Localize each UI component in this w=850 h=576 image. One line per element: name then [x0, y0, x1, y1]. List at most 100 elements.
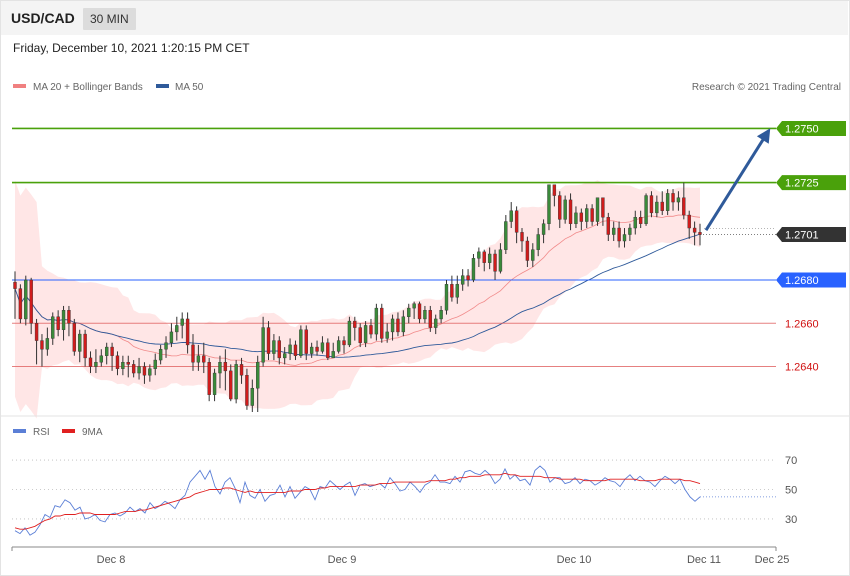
candle-body — [638, 217, 643, 224]
ma50-legend-swatch — [156, 84, 169, 88]
candle — [234, 360, 238, 404]
candle — [272, 334, 276, 361]
chart-datetime: Friday, December 10, 2021 1:20:15 PM CET — [13, 41, 250, 55]
candle — [256, 355, 260, 412]
candle — [196, 344, 201, 371]
candle-body — [633, 217, 637, 229]
candle-body — [315, 346, 319, 352]
level-tag-1.2701 — [776, 227, 846, 243]
candle-body — [434, 318, 438, 328]
candle — [412, 301, 416, 319]
candle-body — [202, 355, 206, 363]
candle — [380, 303, 384, 343]
candle-body — [158, 349, 163, 361]
candle — [698, 223, 702, 246]
rsi-tick-50: 50 — [785, 485, 797, 497]
candle — [363, 321, 368, 348]
candle — [358, 323, 362, 348]
candle — [24, 275, 28, 326]
candle-body — [558, 195, 562, 220]
candle-body — [342, 340, 346, 346]
candle-body — [223, 362, 228, 372]
candle — [266, 321, 271, 361]
candle-body — [256, 362, 260, 389]
candle — [525, 236, 530, 267]
candle — [309, 342, 314, 358]
candle-body — [585, 208, 589, 222]
candle — [131, 360, 136, 378]
candle — [574, 206, 578, 229]
projection-layer — [704, 128, 771, 231]
candle-body — [520, 232, 524, 242]
candle-body — [261, 327, 265, 363]
candle — [450, 275, 454, 302]
candle-body — [126, 362, 130, 365]
candle — [148, 364, 152, 382]
candle-body — [51, 316, 55, 339]
projection-arrow-shaft — [704, 134, 768, 231]
candle — [288, 338, 292, 361]
candle — [541, 219, 546, 244]
ma9-legend-swatch — [62, 429, 75, 433]
candle — [498, 243, 503, 274]
candle-body — [682, 197, 686, 216]
bollinger-band-fill — [15, 180, 700, 419]
candle — [439, 305, 443, 324]
candle-body — [660, 201, 664, 211]
candle — [509, 202, 513, 229]
candle — [579, 208, 584, 231]
candle — [466, 269, 470, 287]
candle-body — [617, 227, 621, 242]
candle — [169, 323, 174, 348]
candle — [105, 342, 109, 365]
candle — [482, 249, 486, 272]
candle-body — [131, 364, 136, 374]
candle — [137, 357, 141, 380]
candle — [320, 336, 325, 354]
candle — [563, 195, 567, 224]
candle-body — [606, 217, 610, 235]
level-tag-1.2725 — [776, 175, 846, 191]
level-label-1.2640: 1.2640 — [785, 362, 819, 374]
ma50-line — [14, 233, 701, 358]
ma9-legend-label: 9MA — [82, 427, 103, 438]
candle — [121, 355, 125, 376]
candle-body — [105, 346, 109, 356]
candle-body — [698, 232, 702, 235]
candle-body — [18, 288, 23, 320]
candle-body — [649, 195, 654, 214]
candles-layer — [13, 182, 702, 412]
candle-body — [455, 284, 459, 298]
candle — [687, 210, 691, 239]
timeframe-button[interactable]: 30 MIN — [83, 8, 136, 30]
candle-body — [477, 251, 481, 259]
candle-body — [83, 333, 87, 359]
candle-body — [175, 325, 179, 333]
candle — [315, 340, 319, 356]
copyright-text: Research © 2021 Trading Central — [692, 82, 841, 93]
level-label-1.2701: 1.2701 — [785, 230, 819, 242]
candle-body — [563, 199, 567, 220]
candle — [606, 212, 610, 242]
candle — [56, 310, 60, 337]
candle — [644, 193, 648, 226]
candle — [29, 277, 33, 335]
candle-body — [514, 210, 519, 233]
candle-body — [304, 329, 308, 354]
candle-body — [353, 320, 357, 328]
candle-body — [266, 327, 271, 354]
candle-body — [412, 303, 416, 309]
candle — [142, 362, 147, 384]
candle-body — [78, 333, 82, 352]
candle-body — [665, 193, 670, 211]
candle-body — [498, 249, 503, 272]
candle — [336, 336, 341, 354]
candle-body — [374, 307, 379, 335]
candle-body — [283, 353, 287, 359]
candle-body — [153, 359, 157, 369]
candle — [126, 355, 130, 378]
candle-body — [320, 342, 325, 352]
candle-body — [552, 184, 557, 196]
candle — [99, 349, 103, 367]
